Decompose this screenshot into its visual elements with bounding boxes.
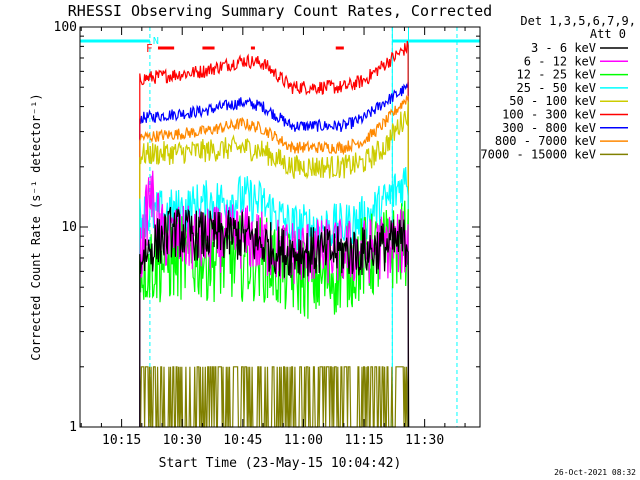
x-tick-label: 10:30 (163, 433, 202, 448)
x-axis-label: Start Time (23-May-15 10:04:42) (159, 456, 402, 471)
x-tick-label: 11:30 (405, 433, 444, 448)
series-layer (139, 40, 410, 428)
legend-label: 6 - 12 keV (524, 54, 596, 68)
x-tick-label: 10:45 (223, 433, 262, 448)
flare-label: F (146, 42, 153, 55)
x-tick-label: 11:00 (284, 433, 323, 448)
night-label: N (153, 36, 159, 47)
plot-timestamp: 26-Oct-2021 08:32 (554, 468, 636, 477)
x-tick-label: 10:15 (102, 433, 141, 448)
legend-label: 100 - 300 keV (502, 108, 596, 122)
legend-label: 7000 - 15000 keV (480, 147, 596, 161)
legend-label: 3 - 6 keV (531, 41, 596, 55)
legend-label: 300 - 800 keV (502, 121, 596, 135)
series-line (139, 101, 410, 428)
series-line (139, 94, 410, 428)
y-axis-label: Corrected Count Rate (s⁻¹ detector⁻¹) (29, 93, 43, 360)
y-tick-label: 100 (54, 20, 77, 35)
legend-label: 12 - 25 keV (517, 68, 596, 82)
series-line (139, 40, 410, 428)
series-line (139, 206, 410, 428)
legend-header-line-1: Det 1,3,5,6,7,9, (520, 14, 636, 28)
legend-label: 50 - 100 keV (509, 94, 596, 108)
legend-label: 25 - 50 keV (517, 81, 596, 95)
x-tick-label: 11:15 (344, 433, 383, 448)
y-tick-label: 10 (61, 220, 77, 235)
chart-title: RHESSI Observing Summary Count Rates, Co… (68, 2, 492, 20)
y-tick-label: 1 (69, 420, 77, 435)
legend-header-line-2: Att 0 (590, 27, 626, 41)
axes-layer: 10:15 10:30 10:45 11:00 11:15 11:30 1 10 100 (54, 20, 480, 448)
series-line (139, 81, 410, 428)
legend-label: 800 - 7000 keV (495, 134, 596, 148)
